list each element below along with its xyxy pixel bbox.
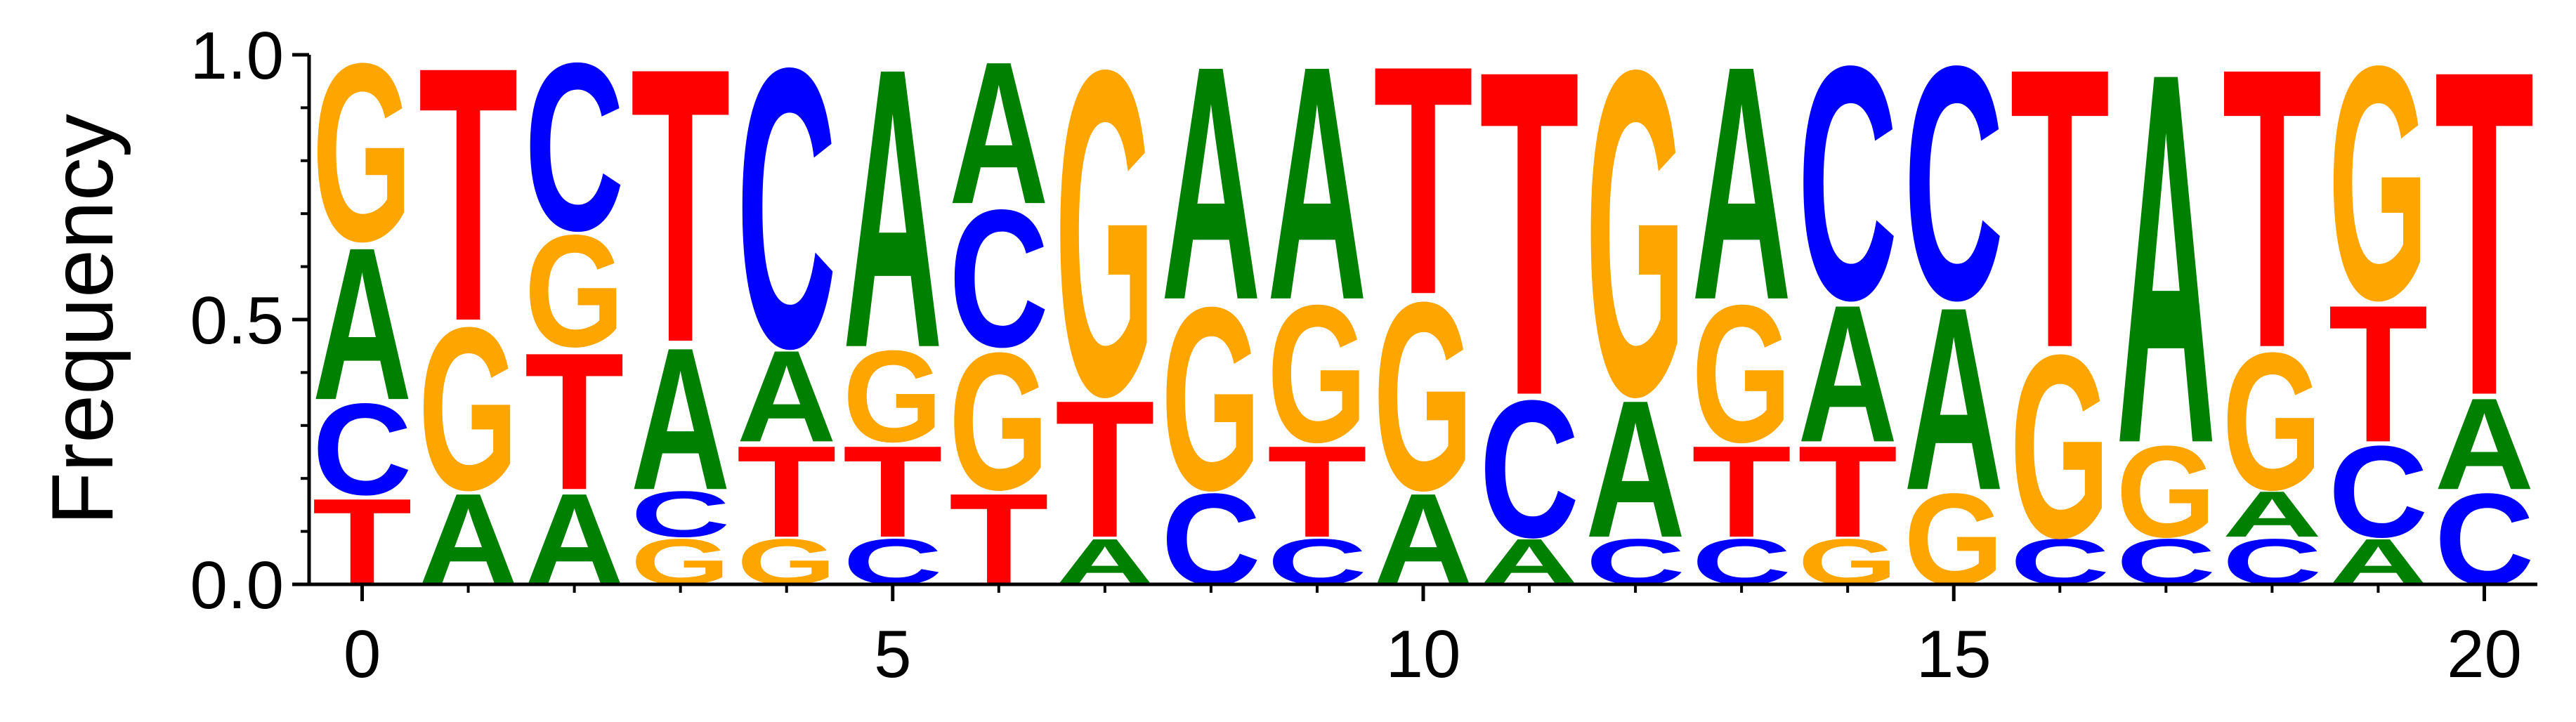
letter-C-pos-11: C bbox=[1479, 360, 1579, 579]
letter-A-pos-6: A bbox=[949, 20, 1049, 247]
letter-A-pos-0: A bbox=[313, 202, 412, 445]
letter-T-pos-1: T bbox=[419, 0, 518, 397]
y-tick-label: 0.0 bbox=[190, 548, 284, 623]
letter-G-pos-7: G bbox=[1055, 0, 1155, 492]
x-tick-label: 10 bbox=[1386, 617, 1461, 692]
letter-T-pos-13: T bbox=[1692, 418, 1791, 564]
letter-G-pos-16: G bbox=[2010, 301, 2110, 593]
letter-G-pos-10: G bbox=[1373, 247, 1473, 546]
letter-T-pos-5: T bbox=[843, 418, 943, 564]
letter-T-pos-10: T bbox=[1373, 0, 1473, 362]
letter-A-pos-4: A bbox=[737, 323, 837, 469]
ticks-layer: 0.0 0.5 1.0 0 5 10 15 20 bbox=[190, 18, 2522, 692]
x-tick-label: 0 bbox=[344, 617, 381, 692]
letter-A-pos-20: A bbox=[2434, 371, 2534, 517]
x-tick-label: 20 bbox=[2447, 617, 2522, 692]
letter-T-pos-20: T bbox=[2434, 0, 2534, 492]
letter-T-pos-18: T bbox=[2222, 0, 2322, 431]
letter-C-pos-19: C bbox=[2328, 419, 2428, 565]
y-axis-title: Frequency bbox=[34, 114, 131, 525]
letter-G-pos-18: G bbox=[2222, 312, 2322, 530]
letter-G-pos-9: G bbox=[1267, 264, 1367, 483]
letter-G-pos-12: G bbox=[1586, 0, 1685, 492]
letter-G-pos-19: G bbox=[2328, 0, 2428, 369]
letter-T-pos-11: T bbox=[1479, 0, 1579, 492]
letter-A-pos-12: A bbox=[1586, 360, 1685, 579]
letter-C-pos-0: C bbox=[313, 376, 412, 523]
letter-G-pos-5: G bbox=[843, 324, 943, 470]
letter-G-pos-17: G bbox=[2116, 419, 2216, 565]
letter-A-pos-17: A bbox=[2116, 0, 2216, 554]
letter-T-pos-7: T bbox=[1055, 360, 1155, 579]
letter-A-pos-14: A bbox=[1798, 265, 1897, 484]
letter-C-pos-4: C bbox=[737, 0, 837, 431]
letter-C-pos-15: C bbox=[1904, 0, 2003, 370]
letter-C-pos-14: C bbox=[1798, 0, 1897, 370]
letter-C-pos-2: C bbox=[525, 13, 625, 280]
letter-T-pos-14: T bbox=[1798, 418, 1897, 564]
y-tick-label: 1.0 bbox=[190, 18, 284, 93]
letter-C-pos-3: C bbox=[631, 478, 731, 551]
letter-G-pos-8: G bbox=[1161, 254, 1261, 545]
letter-A-pos-15: A bbox=[1904, 254, 2003, 545]
letter-T-pos-16: T bbox=[2010, 0, 2110, 431]
letter-G-pos-6: G bbox=[949, 312, 1049, 530]
letter-A-pos-18: A bbox=[2222, 478, 2322, 551]
letter-A-pos-3: A bbox=[631, 306, 731, 532]
letter-G-pos-0: G bbox=[313, 11, 412, 294]
letter-A-pos-5: A bbox=[843, 0, 943, 431]
letter-T-pos-3: T bbox=[631, 0, 731, 424]
letter-A-pos-13: A bbox=[1692, 0, 1791, 370]
letter-T-pos-2: T bbox=[525, 313, 625, 531]
letter-T-pos-19: T bbox=[2328, 265, 2428, 483]
letter-G-pos-2: G bbox=[525, 202, 625, 381]
letters-layer: TCAGAGTATGCGCATGTACCTGATGCAATGCGACTGAAGT… bbox=[313, 0, 2535, 612]
x-tick-label: 5 bbox=[874, 617, 911, 692]
letter-T-pos-4: T bbox=[737, 418, 837, 564]
letter-A-pos-9: A bbox=[1267, 0, 1367, 370]
letter-G-pos-13: G bbox=[1692, 264, 1791, 483]
letter-C-pos-6: C bbox=[949, 170, 1049, 388]
letter-G-pos-1: G bbox=[419, 279, 518, 539]
letter-A-pos-8: A bbox=[1161, 0, 1261, 370]
y-tick-label: 0.5 bbox=[190, 283, 284, 358]
x-tick-label: 15 bbox=[1916, 617, 1992, 692]
letter-T-pos-9: T bbox=[1267, 418, 1367, 564]
